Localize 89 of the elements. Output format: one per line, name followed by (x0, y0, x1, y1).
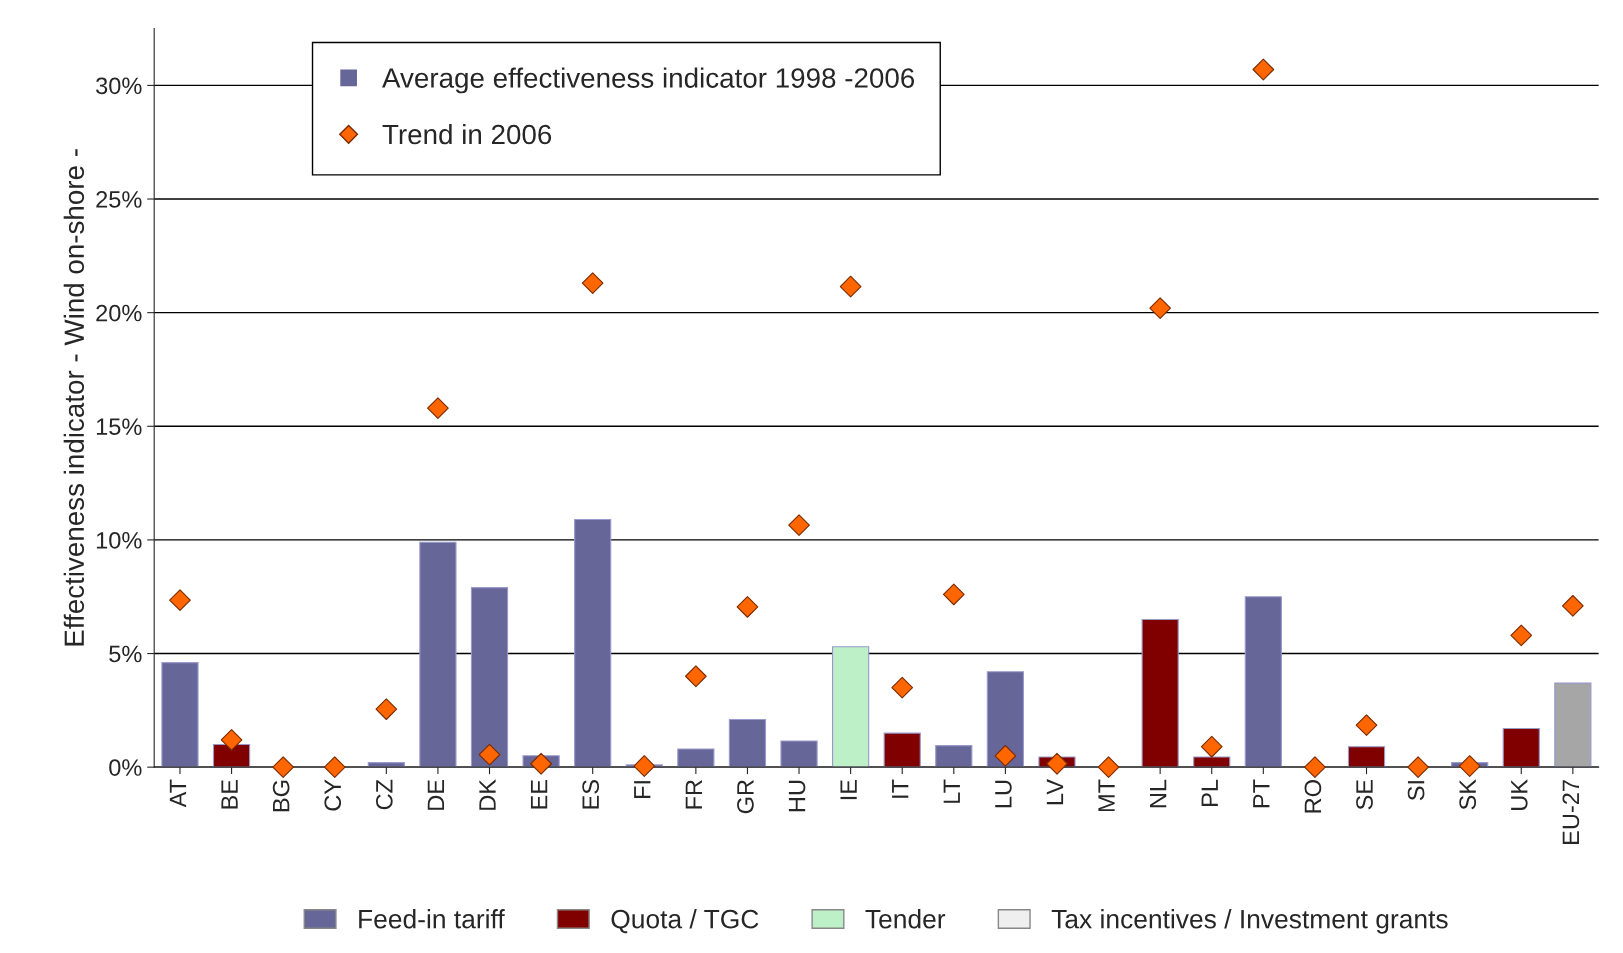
y-tick-label: 0% (109, 759, 142, 776)
bar (1502, 727, 1540, 768)
x-tick-label: EU-27 (1562, 780, 1580, 844)
x-tick-label: CY (324, 779, 342, 811)
y-tick-label: 20% (96, 304, 142, 322)
point (1046, 752, 1068, 775)
bar (574, 518, 612, 768)
y-tick-label: 25% (96, 191, 142, 208)
x-tick-label: RO (1304, 780, 1322, 813)
point (736, 596, 759, 618)
bar (986, 671, 1025, 768)
x-tick-label: GR (737, 780, 754, 814)
x-tick-label: NL (1150, 779, 1167, 808)
y-tick-label: 15% (96, 418, 142, 436)
point (272, 756, 295, 779)
point (375, 698, 398, 721)
x-tick-label: SE (1356, 779, 1373, 810)
x-tick-label: IT (892, 779, 909, 798)
point (1355, 714, 1378, 736)
x-tick-label: IE (840, 779, 857, 800)
x-tick-label: BE (221, 779, 238, 809)
bar (677, 748, 715, 768)
bar (1347, 746, 1386, 768)
x-tick-label: SK (1459, 779, 1477, 810)
point (685, 665, 707, 688)
point (427, 397, 449, 419)
point (839, 275, 862, 298)
x-tick-label: HU (788, 780, 806, 812)
bar (1244, 596, 1282, 768)
point (994, 744, 1017, 767)
bar (832, 646, 870, 768)
x-tick-label: CZ (375, 779, 393, 810)
point (323, 756, 346, 779)
legend-label: Feed-in tariff (359, 909, 505, 929)
bar (1193, 756, 1231, 768)
legend-label: Trend in 2006 (382, 123, 552, 145)
bar (161, 662, 199, 768)
point (169, 589, 191, 611)
x-tick-label: FI (634, 781, 651, 799)
bar (419, 541, 457, 768)
point (530, 752, 552, 775)
point (581, 272, 604, 294)
x-tick-label: DE (427, 779, 445, 810)
point (1252, 58, 1275, 81)
point (788, 514, 810, 536)
bar (780, 740, 818, 768)
point (633, 755, 656, 777)
y-axis-title: Effectiveness indicator - Wind on-shore - (63, 149, 85, 646)
x-tick-label: ES (582, 780, 600, 809)
bar (1554, 682, 1592, 768)
y-tick-label: 10% (96, 531, 142, 549)
point (1510, 624, 1533, 647)
point (942, 583, 965, 606)
bar (935, 745, 973, 768)
point (1562, 594, 1584, 617)
point (1149, 297, 1172, 319)
point (891, 676, 914, 699)
legend-title: Average effectiveness indicator 1998 -2006 (382, 67, 915, 94)
legend-label: Tax incentives / Investment grants (1051, 909, 1448, 934)
point (1200, 735, 1223, 758)
y-tick-label: 5% (109, 645, 142, 663)
legend-label: Tender (865, 909, 946, 929)
bar (1141, 618, 1179, 768)
x-tick-label: UK (1511, 779, 1528, 810)
point (478, 743, 501, 766)
bar (883, 732, 921, 768)
bar (367, 762, 405, 768)
x-tick-label: PT (1253, 779, 1270, 808)
point (1458, 755, 1481, 777)
x-tick-label: FR (685, 780, 702, 809)
point (220, 729, 243, 751)
x-tick-label: LT (943, 779, 960, 803)
point (1097, 756, 1120, 779)
x-tick-label: MT (1098, 779, 1115, 812)
y-tick-label: 30% (96, 77, 142, 95)
x-tick-label: AT (169, 779, 187, 808)
x-tick-label: BG (272, 780, 290, 812)
bar (728, 718, 767, 768)
x-tick-label: SI (1407, 781, 1425, 801)
x-tick-label: PL (1201, 779, 1218, 806)
x-tick-label: LV (1046, 779, 1064, 805)
legend-label: Quota / TGC (611, 909, 759, 934)
bar (470, 587, 509, 768)
point (1304, 756, 1326, 779)
x-tick-label: DK (479, 779, 496, 810)
point (1407, 756, 1429, 779)
x-tick-label: LU (995, 780, 1012, 808)
bar (212, 743, 251, 768)
x-tick-label: EE (530, 779, 548, 809)
